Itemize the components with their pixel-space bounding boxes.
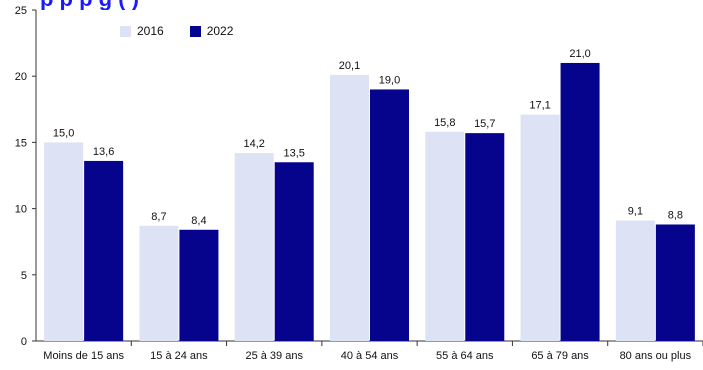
x-tick-label: 80 ans ou plus (620, 350, 692, 362)
bar-2022 (560, 62, 600, 342)
x-tick-label: 55 à 64 ans (436, 350, 494, 362)
bar-2016 (330, 74, 369, 341)
data-label-2016: 15,8 (434, 117, 455, 129)
y-tick-label: 5 (21, 270, 27, 282)
legend-item-2022: 2022 (189, 24, 234, 38)
bar-2016 (234, 152, 274, 341)
legend-swatch-2016 (120, 25, 131, 37)
data-label-2022: 21,0 (569, 48, 590, 60)
y-tick-label: 25 (15, 5, 27, 17)
x-tick-label: 65 à 79 ans (531, 350, 589, 362)
x-tick-label: Moins de 15 ans (43, 350, 124, 362)
data-label-2022: 15,7 (474, 118, 495, 130)
data-label-2016: 14,2 (244, 138, 265, 150)
bar-2016 (615, 220, 655, 341)
chart-title-fragment: p p p g ( ) (40, 0, 703, 10)
bar-2016 (44, 142, 84, 341)
bar-2022 (655, 224, 695, 341)
bar-2022 (370, 89, 409, 341)
bar-2022 (179, 229, 219, 341)
bar-2016 (520, 114, 560, 341)
y-tick-label: 15 (15, 137, 27, 149)
x-tick-label: 15 à 24 ans (150, 350, 208, 362)
data-label-2016: 8,7 (151, 211, 166, 223)
data-label-2022: 13,5 (284, 147, 305, 159)
bar-2022 (274, 162, 314, 341)
bar-2016 (139, 225, 179, 341)
bar-2016 (425, 131, 465, 341)
data-label-2022: 8,8 (668, 209, 683, 221)
legend-label-2016: 2016 (137, 24, 164, 38)
legend: 2016 2022 (120, 24, 233, 38)
y-tick-label: 20 (15, 71, 27, 83)
bar-2022 (465, 133, 505, 341)
y-tick-label: 10 (15, 204, 27, 216)
legend-swatch-2022 (189, 25, 201, 37)
data-label-2016: 9,1 (628, 206, 643, 218)
y-tick-label: 0 (21, 336, 27, 348)
x-tick-label: 40 à 54 ans (341, 350, 399, 362)
data-label-2016: 20,1 (339, 60, 360, 72)
x-tick-label: 25 à 39 ans (245, 350, 303, 362)
data-label-2022: 19,0 (379, 74, 400, 86)
legend-item-2016: 2016 (120, 24, 164, 38)
data-label-2022: 8,4 (191, 215, 206, 227)
legend-label-2022: 2022 (206, 24, 234, 38)
data-label-2022: 13,6 (93, 146, 114, 158)
data-label-2016: 17,1 (529, 100, 550, 112)
bar-2022 (84, 160, 124, 341)
data-label-2016: 15,0 (53, 127, 74, 139)
